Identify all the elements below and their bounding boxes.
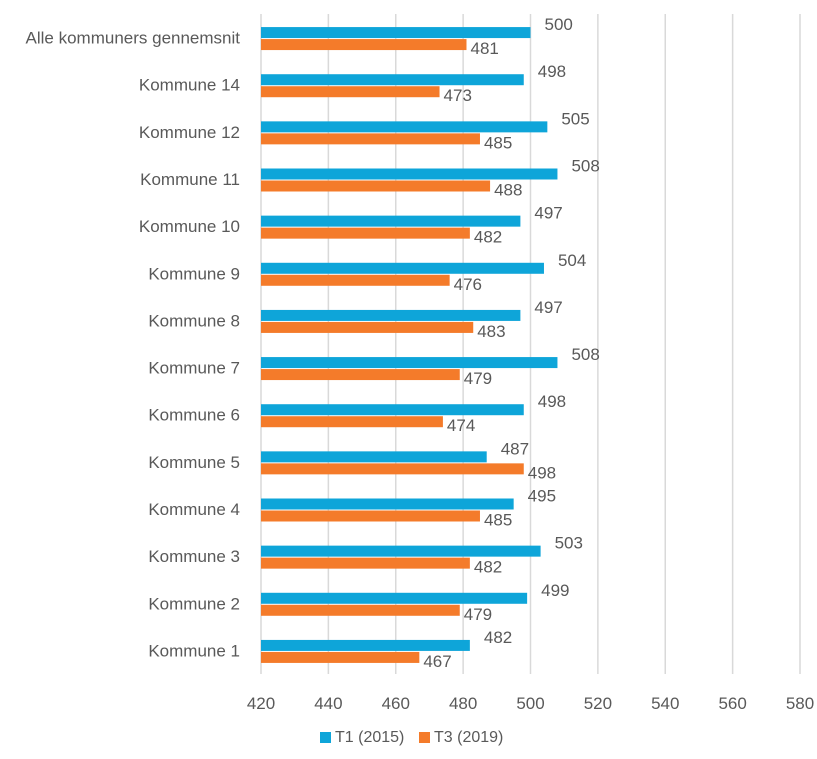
- x-axis-ticks: 420 440 460 480 500 520 540 560 580: [247, 694, 814, 713]
- x-tick-label: 440: [314, 694, 342, 713]
- t1-bar: [261, 168, 558, 180]
- legend: T1 (2015) T3 (2019): [320, 729, 503, 746]
- t3-bar: [261, 416, 443, 428]
- t3-bar: [261, 557, 470, 569]
- category-label: Kommune 9: [148, 264, 240, 283]
- data-label: 488: [494, 181, 522, 200]
- t3-bar: [261, 274, 450, 286]
- category-label: Kommune 14: [139, 76, 240, 95]
- gridlines: [260, 14, 801, 674]
- t1-bar: [261, 215, 521, 227]
- data-label: 479: [464, 369, 492, 388]
- t3-bar: [261, 463, 524, 475]
- t1-bar: [261, 498, 514, 510]
- data-label: 499: [541, 581, 569, 600]
- data-label: 487: [501, 439, 529, 458]
- category-label: Kommune 3: [148, 547, 240, 566]
- t3-bar: [261, 510, 480, 522]
- category-labels: Alle kommuners gennemsnit Kommune 14 Kommu…: [26, 29, 241, 661]
- x-tick-label: 480: [449, 694, 477, 713]
- category-label: Kommune 10: [139, 217, 240, 236]
- data-labels: 500 481 498 473 505 485 508 488 497 482 504 476 497 4…: [423, 15, 599, 671]
- data-label: 497: [534, 204, 562, 223]
- legend-label: T3 (2019): [434, 729, 503, 746]
- t3-bar: [261, 39, 467, 51]
- t3-bar: [261, 321, 474, 333]
- data-label: 482: [474, 228, 502, 247]
- data-label: 503: [555, 534, 583, 553]
- category-label: Kommune 1: [148, 641, 240, 660]
- t1-bar: [261, 121, 548, 133]
- x-tick-label: 540: [651, 694, 679, 713]
- x-tick-label: 580: [786, 694, 814, 713]
- t1-bar: [261, 309, 521, 321]
- t1-bar: [261, 27, 531, 39]
- x-tick-label: 560: [718, 694, 746, 713]
- category-label: Alle kommuners gennemsnit: [26, 29, 241, 48]
- data-label: 482: [474, 558, 502, 577]
- data-label: 498: [538, 62, 566, 81]
- t1-bar: [261, 451, 487, 463]
- data-label: 481: [470, 39, 498, 58]
- category-label: Kommune 2: [148, 594, 240, 613]
- data-label: 482: [484, 628, 512, 647]
- data-label: 500: [545, 15, 573, 34]
- x-tick-label: 520: [584, 694, 612, 713]
- category-label: Kommune 7: [148, 359, 240, 378]
- bars: [261, 27, 558, 663]
- data-label: 485: [484, 133, 512, 152]
- data-label: 467: [423, 652, 451, 671]
- category-label: Kommune 5: [148, 453, 240, 472]
- t3-bar: [261, 369, 460, 381]
- t3-bar: [261, 227, 470, 239]
- t1-bar: [261, 404, 524, 416]
- t1-bar: [261, 592, 528, 604]
- category-label: Kommune 8: [148, 311, 240, 330]
- data-label: 476: [454, 275, 482, 294]
- t3-legend-swatch: [419, 732, 430, 743]
- t1-bar: [261, 74, 524, 86]
- t3-bar: [261, 180, 491, 192]
- data-label: 505: [561, 109, 589, 128]
- x-tick-label: 460: [382, 694, 410, 713]
- data-label: 485: [484, 511, 512, 530]
- t1-bar: [261, 545, 541, 557]
- data-label: 508: [571, 345, 599, 364]
- t1-bar: [261, 357, 558, 369]
- x-tick-label: 420: [247, 694, 275, 713]
- data-label: 474: [447, 416, 475, 435]
- data-label: 483: [477, 322, 505, 341]
- data-label: 498: [538, 392, 566, 411]
- t3-bar: [261, 86, 440, 98]
- x-tick-label: 500: [516, 694, 544, 713]
- t1-bar: [261, 639, 470, 651]
- t1-bar: [261, 262, 544, 274]
- data-label: 495: [528, 487, 556, 506]
- category-label: Kommune 4: [148, 500, 240, 519]
- category-label: Kommune 11: [140, 170, 240, 189]
- legend-label: T1 (2015): [335, 729, 404, 746]
- data-label: 508: [571, 157, 599, 176]
- data-label: 498: [528, 463, 556, 482]
- data-label: 504: [558, 251, 586, 270]
- category-label: Kommune 12: [139, 123, 240, 142]
- t3-bar: [261, 651, 420, 663]
- t3-bar: [261, 133, 480, 145]
- t3-bar: [261, 604, 460, 616]
- category-label: Kommune 6: [148, 406, 240, 425]
- t1-legend-swatch: [320, 732, 331, 743]
- data-label: 497: [534, 298, 562, 317]
- data-label: 473: [444, 86, 472, 105]
- data-label: 479: [464, 605, 492, 624]
